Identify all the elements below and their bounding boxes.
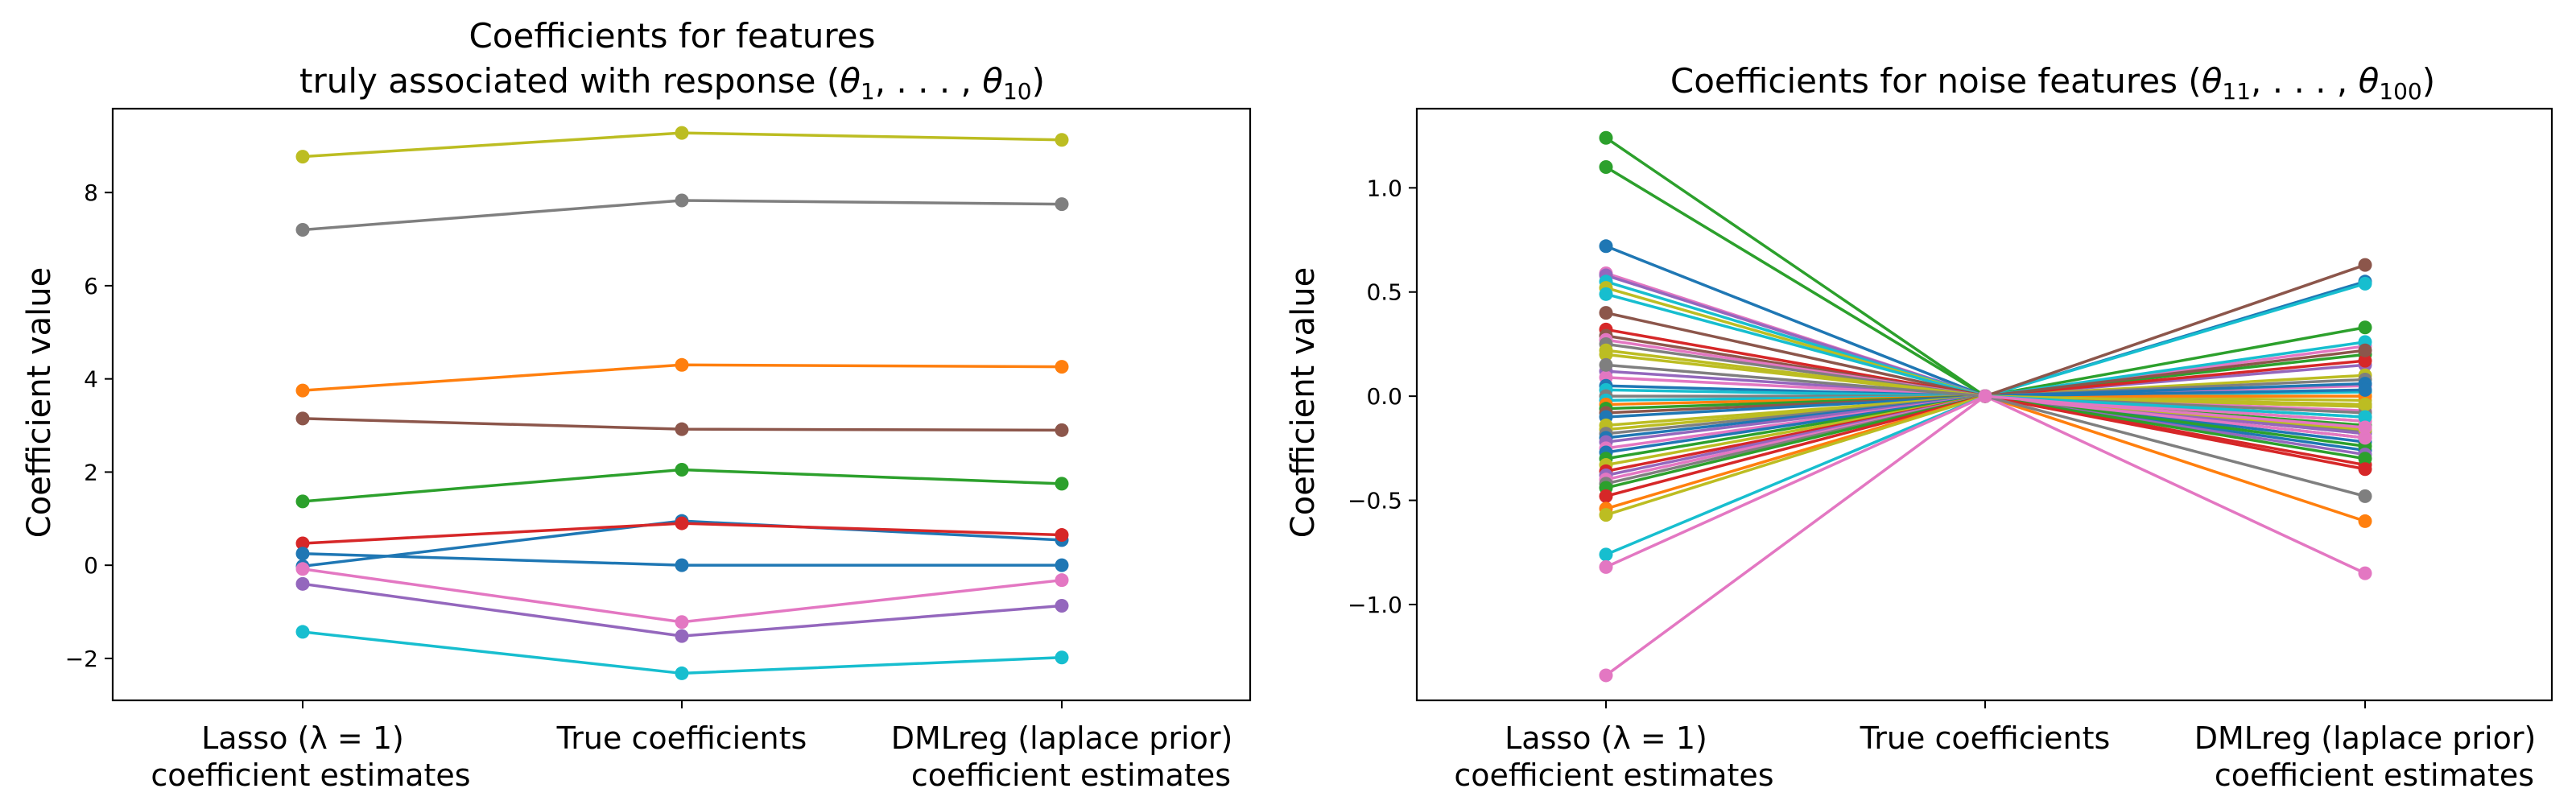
data-point <box>2358 462 2372 477</box>
data-point <box>1055 558 1069 572</box>
data-point <box>675 629 689 643</box>
x-tick-label: coefficient estimates <box>911 758 1231 793</box>
data-point <box>675 666 689 680</box>
data-point <box>675 126 689 140</box>
data-point <box>2358 452 2372 466</box>
data-point <box>295 222 310 237</box>
data-point <box>1599 306 1613 320</box>
x-tick-label: True coefficients <box>1860 720 2111 756</box>
x-tick-label: DMLreg (laplace prior) <box>891 720 1233 756</box>
data-point <box>1055 477 1069 491</box>
y-tick-label: 6 <box>84 273 98 299</box>
y-tick-label: −0.5 <box>1348 488 1402 514</box>
data-point <box>2358 410 2372 424</box>
data-point <box>675 357 689 372</box>
data-point <box>295 150 310 164</box>
data-point <box>1055 599 1069 613</box>
data-point <box>1599 130 1613 145</box>
x-tick-label: Lasso (λ = 1) <box>1505 720 1707 756</box>
data-point <box>1055 133 1069 147</box>
chart-right-ylabel: Coefficient value <box>1285 267 1322 538</box>
y-tick-label: 8 <box>84 180 98 206</box>
data-point <box>1599 489 1613 503</box>
chart-left-ylabel: Coefficient value <box>21 267 58 538</box>
y-tick-label: 0.5 <box>1366 279 1402 306</box>
y-tick-label: 0.0 <box>1366 383 1402 410</box>
y-tick-label: 2 <box>84 459 98 485</box>
data-point <box>2358 343 2372 357</box>
data-point <box>1055 573 1069 588</box>
data-point <box>1978 389 1992 403</box>
data-point <box>1599 508 1613 522</box>
data-point <box>1055 360 1069 374</box>
y-tick-label: −2 <box>65 646 98 672</box>
chart-left: Coefficients for features truly associat… <box>21 16 1252 793</box>
x-tick-label: True coefficients <box>556 720 807 756</box>
data-point <box>1599 668 1613 683</box>
data-point <box>2358 431 2372 445</box>
x-tick-label: coefficient estimates <box>2215 758 2534 793</box>
data-point <box>1055 528 1069 543</box>
chart-right-title: Coefficients for noise features (θ11, . … <box>1670 61 2435 105</box>
data-point <box>295 411 310 426</box>
chart-right: Coefficients for noise features (θ11, . … <box>1285 61 2553 793</box>
data-point <box>2358 320 2372 335</box>
data-point <box>675 463 689 477</box>
y-tick-label: 0 <box>84 552 98 579</box>
plot-frame <box>1415 107 2553 702</box>
data-point <box>675 516 689 530</box>
chart-left-title-line2: truly associated with response (θ1, . . … <box>299 61 1045 105</box>
data-point <box>295 625 310 639</box>
data-point <box>2358 514 2372 528</box>
data-point <box>2358 489 2372 503</box>
data-point <box>1599 159 1613 174</box>
y-tick-label: 1.0 <box>1366 175 1402 201</box>
data-point <box>675 193 689 208</box>
series-line <box>1605 263 2366 398</box>
data-point <box>2358 420 2372 435</box>
data-point <box>295 576 310 591</box>
data-point <box>1599 287 1613 301</box>
plot-frame <box>111 107 1252 702</box>
data-point <box>1055 650 1069 665</box>
data-point <box>2358 276 2372 291</box>
data-point <box>1599 239 1613 254</box>
y-tick-label: 4 <box>84 366 98 393</box>
data-point <box>1599 559 1613 574</box>
chart-left-title-line1: Coefficients for features <box>469 16 875 56</box>
data-point <box>675 558 689 572</box>
data-point <box>2358 382 2372 397</box>
data-point <box>295 562 310 576</box>
data-point <box>2358 566 2372 580</box>
data-point <box>295 383 310 398</box>
x-tick-label: DMLreg (laplace prior) <box>2194 720 2537 756</box>
data-point <box>1599 357 1613 372</box>
data-point <box>1055 423 1069 437</box>
data-point <box>1055 197 1069 212</box>
data-point <box>1599 547 1613 562</box>
data-point <box>2358 258 2372 272</box>
data-point <box>295 536 310 551</box>
data-point <box>295 547 310 561</box>
x-tick-label: coefficient estimates <box>151 758 470 793</box>
data-point <box>2358 353 2372 368</box>
data-point <box>1599 347 1613 361</box>
data-point <box>295 494 310 509</box>
x-tick-label: Lasso (λ = 1) <box>201 720 404 756</box>
data-point <box>675 615 689 630</box>
data-point <box>675 422 689 436</box>
x-tick-label: coefficient estimates <box>1454 758 1773 793</box>
y-tick-label: −1.0 <box>1348 592 1402 618</box>
data-point <box>2358 398 2372 411</box>
